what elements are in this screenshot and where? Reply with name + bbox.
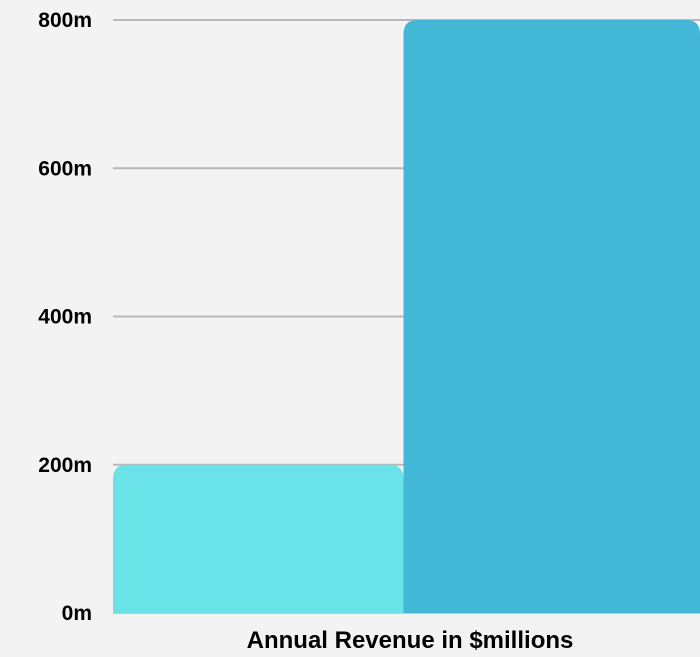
y-axis-ticks: 0m 200m 400m 600m 800m xyxy=(38,9,92,625)
x-axis-label: Annual Revenue in $millions xyxy=(247,627,574,652)
y-tick-label: 0m xyxy=(62,602,92,625)
bar-1 xyxy=(113,465,404,613)
y-tick-label: 400m xyxy=(38,306,92,329)
y-tick-label: 600m xyxy=(38,157,92,180)
y-tick-label: 800m xyxy=(38,9,92,32)
bar-2 xyxy=(404,20,700,613)
y-tick-label: 200m xyxy=(38,454,92,477)
